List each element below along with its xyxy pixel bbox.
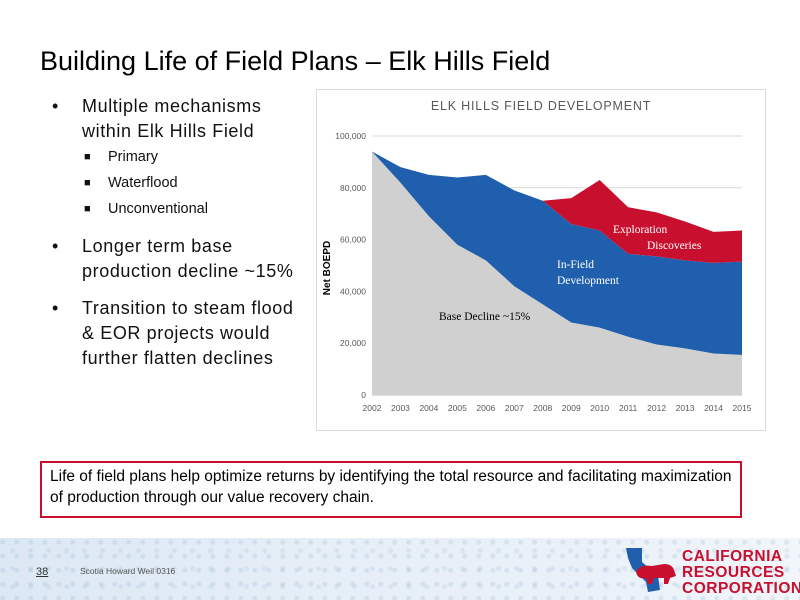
bullet-text: Longer term base production decline ~15% bbox=[82, 236, 294, 281]
callout-text: Life of field plans help optimize return… bbox=[50, 468, 732, 506]
y-axis-label: Net BOEPD bbox=[322, 241, 333, 295]
x-tick-label: 2013 bbox=[676, 403, 695, 413]
sub-bullet-text: Waterflood bbox=[108, 175, 178, 191]
chart-annotation: Development bbox=[557, 275, 620, 287]
y-tick-label: 100,000 bbox=[335, 131, 366, 141]
sub-bullet-item: ■ Unconventional bbox=[50, 196, 300, 222]
bullet-text: Multiple mechanisms within Elk Hills Fie… bbox=[82, 96, 262, 141]
x-tick-label: 2008 bbox=[533, 403, 552, 413]
y-tick-label: 60,000 bbox=[340, 235, 366, 245]
y-tick-label: 40,000 bbox=[340, 286, 366, 296]
sub-bullet-text: Primary bbox=[108, 149, 158, 165]
sub-bullet-text: Unconventional bbox=[108, 201, 208, 217]
tick-labels: 0 20,000 40,000 60,000 80,000 100,000 2002 2003… bbox=[335, 131, 751, 413]
company-logo: CALIFORNIA RESOURCES CORPORATION bbox=[620, 546, 800, 597]
bullet-text: Transition to steam flood & EOR projects… bbox=[82, 298, 294, 368]
x-tick-label: 2015 bbox=[733, 403, 752, 413]
area-series bbox=[372, 151, 742, 395]
area-series-0 bbox=[372, 151, 742, 395]
footer-bar: 38 Scotia Howard Weil 0316 CALIFORNIA RE… bbox=[0, 538, 800, 600]
x-tick-label: 2004 bbox=[419, 403, 438, 413]
bullet-list: • Multiple mechanisms within Elk Hills Fi… bbox=[50, 94, 300, 371]
area-series-1 bbox=[372, 151, 742, 355]
square-bullet-icon: ■ bbox=[84, 203, 91, 215]
x-tick-label: 2007 bbox=[505, 403, 524, 413]
bullet-item: • Multiple mechanisms within Elk Hills Fi… bbox=[50, 94, 300, 144]
x-tick-label: 2014 bbox=[704, 403, 723, 413]
x-tick-label: 2009 bbox=[562, 403, 581, 413]
chart-annotation: Base Decline ~15% bbox=[439, 311, 531, 323]
california-bear-logo-icon bbox=[626, 548, 676, 592]
bullet-item: • Transition to steam flood & EOR project… bbox=[50, 296, 300, 371]
bullet-dot-icon: • bbox=[52, 298, 59, 318]
page-number: 38 bbox=[36, 566, 49, 578]
sub-bullet-item: ■ Waterflood bbox=[50, 170, 300, 196]
bullet-dot-icon: • bbox=[52, 96, 59, 116]
y-tick-label: 20,000 bbox=[340, 338, 366, 348]
x-tick-label: 2006 bbox=[476, 403, 495, 413]
square-bullet-icon: ■ bbox=[84, 151, 91, 163]
x-tick-label: 2010 bbox=[590, 403, 609, 413]
elk-hills-chart: ELK HILLS FIELD DEVELOPMENT Net BOEPD 0 2… bbox=[322, 99, 752, 413]
slide-title: Building Life of Field Plans – Elk Hills… bbox=[40, 46, 551, 76]
x-tick-label: 2003 bbox=[391, 403, 410, 413]
x-tick-label: 2005 bbox=[448, 403, 467, 413]
chart-annotation: In-Field bbox=[557, 259, 594, 271]
area-series-2 bbox=[542, 180, 742, 263]
x-tick-label: 2002 bbox=[363, 403, 382, 413]
x-tick-label: 2011 bbox=[619, 403, 638, 413]
callout-box: Life of field plans help optimize return… bbox=[40, 461, 742, 518]
x-tick-label: 2012 bbox=[647, 403, 666, 413]
sub-bullet-item: ■ Primary bbox=[50, 144, 300, 170]
y-tick-label: 0 bbox=[361, 390, 366, 400]
footer-note: Scotia Howard Weil 0316 bbox=[80, 566, 176, 576]
logo-text-california: CALIFORNIA bbox=[682, 548, 783, 565]
y-tick-label: 80,000 bbox=[340, 183, 366, 193]
chart-title: ELK HILLS FIELD DEVELOPMENT bbox=[431, 99, 651, 113]
chart-annotations: Base Decline ~15% In-Field Development Expl… bbox=[439, 224, 702, 323]
logo-text-resources: RESOURCES bbox=[682, 564, 785, 581]
chart-annotation: Exploration bbox=[613, 224, 668, 236]
logo-text-corporation: CORPORATION bbox=[682, 580, 800, 597]
bullet-item: • Longer term base production decline ~15… bbox=[50, 234, 300, 284]
chart-annotation: Discoveries bbox=[647, 240, 702, 252]
square-bullet-icon: ■ bbox=[84, 177, 91, 189]
bullet-dot-icon: • bbox=[52, 236, 59, 256]
chart-frame: ELK HILLS FIELD DEVELOPMENT Net BOEPD 0 2… bbox=[316, 89, 766, 431]
